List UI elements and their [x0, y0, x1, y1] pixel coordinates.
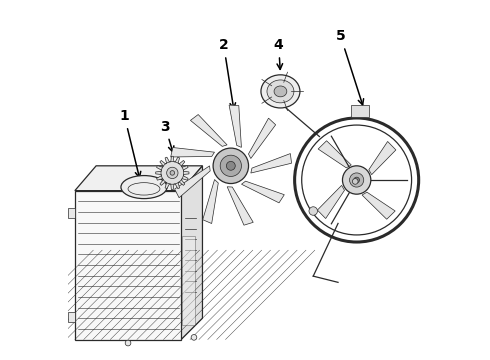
FancyBboxPatch shape — [182, 236, 195, 325]
Text: 1: 1 — [120, 109, 141, 177]
Text: 4: 4 — [274, 38, 284, 69]
Polygon shape — [362, 192, 395, 219]
Polygon shape — [203, 180, 218, 224]
Circle shape — [220, 155, 242, 176]
Circle shape — [213, 148, 248, 184]
FancyBboxPatch shape — [69, 312, 75, 323]
FancyBboxPatch shape — [75, 191, 181, 339]
Polygon shape — [174, 166, 210, 198]
Circle shape — [354, 177, 360, 183]
Polygon shape — [229, 105, 242, 147]
Polygon shape — [75, 166, 202, 191]
Ellipse shape — [267, 80, 294, 103]
Polygon shape — [227, 187, 253, 225]
Text: 2: 2 — [219, 38, 236, 109]
Circle shape — [343, 166, 371, 194]
Circle shape — [226, 161, 235, 170]
Circle shape — [309, 207, 318, 215]
Text: 3: 3 — [160, 120, 174, 152]
Circle shape — [191, 334, 197, 340]
Circle shape — [349, 173, 364, 187]
Ellipse shape — [274, 86, 287, 97]
Polygon shape — [318, 141, 351, 168]
Polygon shape — [242, 181, 284, 203]
Polygon shape — [318, 185, 344, 219]
Polygon shape — [156, 156, 189, 190]
Circle shape — [125, 340, 131, 346]
Ellipse shape — [261, 75, 300, 108]
Ellipse shape — [121, 176, 167, 199]
Circle shape — [352, 179, 358, 184]
FancyBboxPatch shape — [69, 208, 75, 218]
Circle shape — [167, 167, 178, 179]
Circle shape — [170, 171, 174, 175]
Polygon shape — [251, 154, 292, 173]
Polygon shape — [191, 114, 227, 147]
Polygon shape — [171, 148, 215, 157]
Polygon shape — [248, 118, 276, 158]
Polygon shape — [181, 166, 202, 339]
FancyBboxPatch shape — [351, 105, 368, 117]
Text: 5: 5 — [336, 30, 364, 105]
Polygon shape — [369, 141, 396, 175]
